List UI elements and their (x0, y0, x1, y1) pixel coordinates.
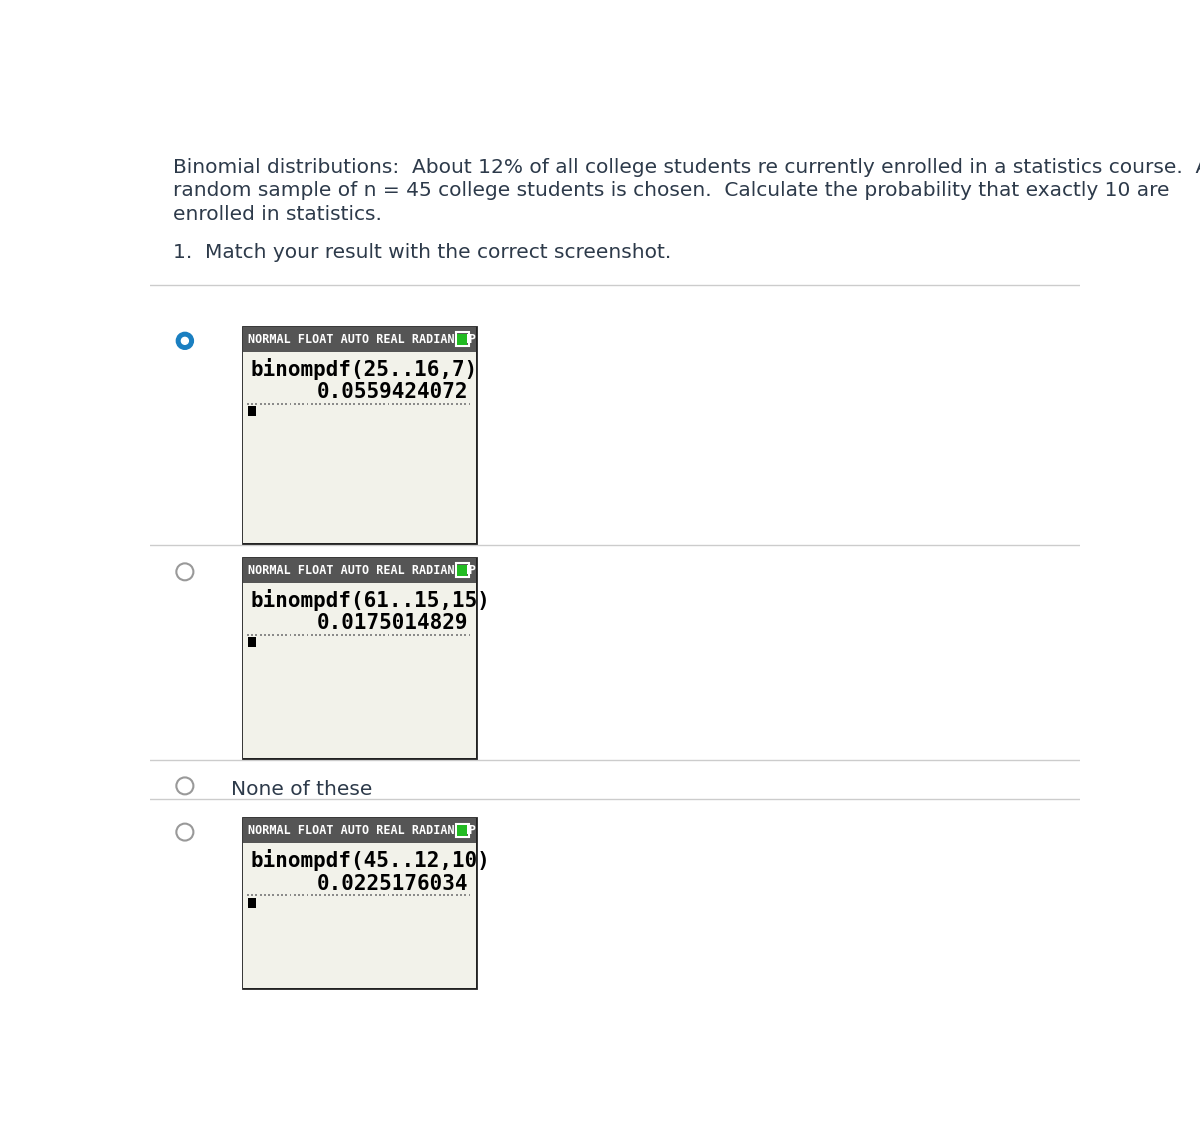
Text: random sample of n = 45 college students is chosen.  Calculate the probability t: random sample of n = 45 college students… (173, 181, 1170, 201)
Bar (242, 843, 475, 987)
Bar (456, 564, 468, 577)
Bar (242, 583, 475, 758)
Bar (468, 567, 470, 574)
Text: binompdf(61..15,15): binompdf(61..15,15) (251, 588, 491, 611)
Bar (456, 332, 468, 346)
Bar (242, 818, 475, 987)
Text: enrolled in statistics.: enrolled in statistics. (173, 204, 382, 223)
Bar (468, 336, 470, 343)
Text: 0.0559424072: 0.0559424072 (317, 382, 468, 402)
Bar (457, 565, 467, 576)
Text: 1.  Match your result with the correct screenshot.: 1. Match your result with the correct sc… (173, 243, 672, 263)
Bar (242, 558, 475, 583)
Text: None of these: None of these (232, 780, 373, 799)
Bar (242, 327, 475, 352)
Bar (468, 827, 470, 834)
Text: NORMAL FLOAT AUTO REAL RADIAN MP: NORMAL FLOAT AUTO REAL RADIAN MP (248, 564, 476, 577)
Text: 0.0175014829: 0.0175014829 (317, 613, 468, 633)
Bar (248, 897, 256, 907)
Text: NORMAL FLOAT AUTO REAL RADIAN MP: NORMAL FLOAT AUTO REAL RADIAN MP (248, 824, 476, 837)
Bar (242, 327, 475, 542)
Text: NORMAL FLOAT AUTO REAL RADIAN MP: NORMAL FLOAT AUTO REAL RADIAN MP (248, 332, 476, 346)
Circle shape (176, 332, 193, 349)
Bar (242, 558, 475, 758)
Bar (248, 406, 256, 416)
Circle shape (181, 337, 188, 344)
Bar (248, 637, 256, 647)
Text: Binomial distributions:  About 12% of all college students re currently enrolled: Binomial distributions: About 12% of all… (173, 158, 1200, 177)
Text: binompdf(25..16,7): binompdf(25..16,7) (251, 357, 478, 380)
Text: binompdf(45..12,10): binompdf(45..12,10) (251, 849, 491, 871)
Bar (242, 818, 475, 843)
Bar (242, 352, 475, 542)
Bar (457, 334, 467, 345)
Text: 0.0225176034: 0.0225176034 (317, 873, 468, 894)
Bar (456, 824, 468, 837)
Bar (457, 825, 467, 836)
